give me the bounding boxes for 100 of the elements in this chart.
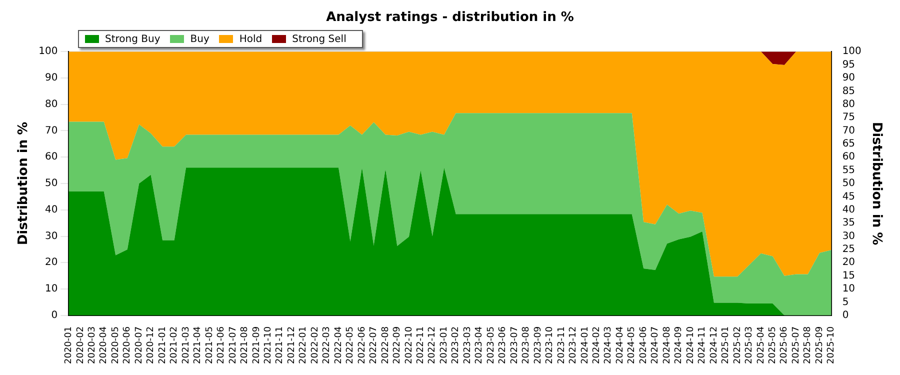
y2-tick-label: 25 [842,244,856,256]
x-tick-label: 2025-06 [780,326,790,364]
x-tick-label: 2022-12 [428,326,438,364]
y-tick-label: 70 [44,125,58,136]
x-tick-label: 2022-08 [380,326,391,364]
x-tick-label: 2024-04 [615,326,626,364]
y-tick-label: 30 [44,230,58,242]
y2-tick-label: 75 [842,112,856,124]
x-tick-label: 2022-07 [369,326,380,364]
y-tick-label: 100 [38,46,58,58]
x-tick-label: 2020-05 [110,326,121,364]
x-tick-label: 2023-11 [556,326,567,364]
y2-tick-label: 10 [842,284,856,295]
legend-label: Buy [190,34,210,44]
x-tick-label: 2024-12 [709,326,720,364]
x-tick-label: 2024-11 [698,326,708,364]
x-tick-label: 2020-02 [76,326,86,364]
x-tick-label: 2025-04 [756,326,766,364]
x-tick-label: 2024-08 [662,326,672,364]
x-tick-label: 2024-10 [686,326,696,364]
x-tick-label: 2023-02 [451,326,462,364]
y2-tick-label: 0 [842,310,849,321]
x-tick-label: 2024-09 [674,326,684,364]
y2-tick-label: 45 [842,191,856,202]
x-tick-label: 2021-03 [181,326,192,364]
x-tick-label: 2021-11 [275,326,286,364]
y-tick-label: 50 [44,178,58,190]
x-tick-label: 2022-02 [310,326,320,364]
chart-title: Analyst ratings - distribution in % [326,10,574,26]
y-tick-label: 60 [44,152,58,163]
x-tick-label: 2024-01 [580,326,590,364]
x-tick-label: 2024-06 [638,326,649,364]
x-tick-label: 2022-03 [322,326,332,364]
x-tick-label: 2020-03 [87,326,98,364]
y2-tick-label: 65 [842,138,856,150]
y2-tick-label: 80 [842,98,856,110]
x-tick-label: 2024-03 [604,326,614,364]
y2-axis-title: Distribution in % [868,122,884,246]
x-tick-label: 2020-12 [146,326,156,364]
y2-tick-label: 40 [842,204,856,216]
y2-tick-label: 30 [842,230,856,242]
y-tick-label: 0 [51,310,58,321]
y2-tick-label: 85 [842,86,856,97]
x-tick-label: 2021-02 [170,326,180,364]
x-tick-label: 2022-06 [357,326,368,364]
x-tick-label: 2024-07 [650,326,661,364]
x-tick-label: 2022-01 [298,326,309,364]
x-tick-label: 2021-08 [240,326,250,364]
x-tick-label: 2023-03 [462,326,473,364]
x-tick-label: 2020-04 [99,326,110,364]
x-tick-label: 2025-03 [744,326,755,364]
x-tick-label: 2021-01 [158,326,168,364]
y-tick-label: 10 [44,284,58,295]
x-tick-label: 2021-06 [216,326,227,364]
x-tick-label: 2025-10 [826,326,837,364]
x-tick-label: 2022-10 [404,326,414,364]
y2-tick-label: 100 [842,46,862,58]
legend-label: Strong Buy [105,34,160,44]
x-tick-label: 2025-01 [721,326,732,364]
y2-tick-label: 90 [842,72,856,84]
legend-label: Hold [239,34,262,44]
y2-tick-label: 70 [842,125,856,136]
x-tick-label: 2021-12 [286,326,297,364]
x-tick-label: 2021-04 [193,326,204,364]
y2-tick-label: 15 [842,270,856,282]
x-tick-label: 2021-10 [263,326,274,364]
y-tick-label: 80 [44,98,58,110]
y-tick-label: 20 [44,257,58,268]
y-axis-title: Distribution in % [16,122,32,246]
x-tick-label: 2023-06 [498,326,508,364]
x-tick-label: 2022-09 [392,326,403,364]
x-tick-label: 2021-07 [228,326,238,364]
y2-tick-label: 20 [842,257,856,268]
x-tick-label: 2023-07 [510,326,520,364]
y2-tick-label: 35 [842,218,856,229]
x-tick-label: 2021-05 [204,326,215,364]
x-tick-label: 2022-11 [416,326,426,364]
x-tick-label: 2025-02 [732,326,743,364]
y2-tick-label: 5 [842,296,849,308]
y-tick-label: 40 [44,204,58,216]
x-tick-label: 2025-08 [803,326,814,364]
x-tick-label: 2023-08 [522,326,532,364]
x-tick-label: 2022-05 [346,326,356,364]
x-tick-label: 2020-06 [122,326,133,364]
y2-tick-label: 50 [842,178,856,190]
y2-tick-label: 95 [842,59,856,70]
y-tick-label: 90 [44,72,58,84]
x-tick-label: 2025-07 [791,326,802,364]
x-tick-label: 2025-05 [768,326,778,364]
x-tick-label: 2024-02 [592,326,602,364]
y2-tick-label: 60 [842,152,856,163]
x-tick-label: 2023-04 [474,326,485,364]
x-tick-label: 2024-05 [627,326,638,364]
x-tick-label: 2023-01 [439,326,450,364]
x-tick-label: 2020-07 [134,326,144,364]
x-tick-label: 2022-04 [334,326,344,364]
y2-tick-label: 55 [842,164,856,176]
x-tick-label: 2025-09 [814,326,825,364]
x-tick-label: 2021-09 [252,326,262,364]
x-tick-label: 2020-01 [64,326,74,364]
